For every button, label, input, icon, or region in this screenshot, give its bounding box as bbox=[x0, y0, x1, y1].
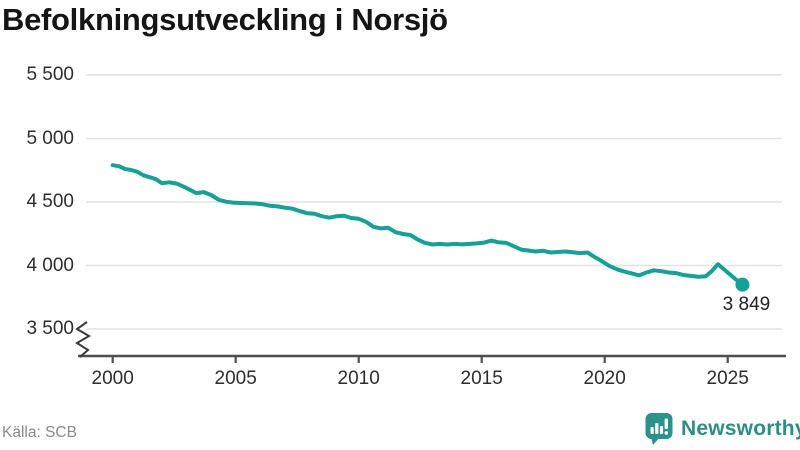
chart-title: Befolkningsutveckling i Norsjö bbox=[2, 2, 448, 37]
x-axis-label: 2010 bbox=[337, 368, 380, 389]
y-axis-label: 5 500 bbox=[26, 64, 74, 85]
end-point-dot bbox=[735, 277, 750, 292]
x-axis-label: 2000 bbox=[91, 368, 134, 389]
x-axis-label: 2005 bbox=[214, 368, 257, 389]
end-value-label: 3 849 bbox=[722, 293, 771, 315]
y-axis-label: 4 000 bbox=[26, 254, 74, 276]
y-axis-break-icon bbox=[75, 321, 91, 358]
x-axis-label: 2020 bbox=[583, 368, 626, 389]
x-axis-label: 2015 bbox=[460, 368, 503, 389]
y-axis-label: 4 500 bbox=[26, 191, 74, 212]
newsworthy-logo: Newsworthy bbox=[644, 412, 800, 446]
newsworthy-logo-text: Newsworthy bbox=[681, 417, 800, 440]
population-line bbox=[110, 163, 745, 287]
y-axis-label: 5 000 bbox=[26, 127, 74, 149]
source-label: Källa: SCB bbox=[2, 424, 77, 441]
bar-chart-speech-bubble-icon bbox=[645, 413, 673, 445]
x-axis-label: 2025 bbox=[706, 368, 749, 389]
y-axis-label: 3 500 bbox=[26, 318, 74, 339]
